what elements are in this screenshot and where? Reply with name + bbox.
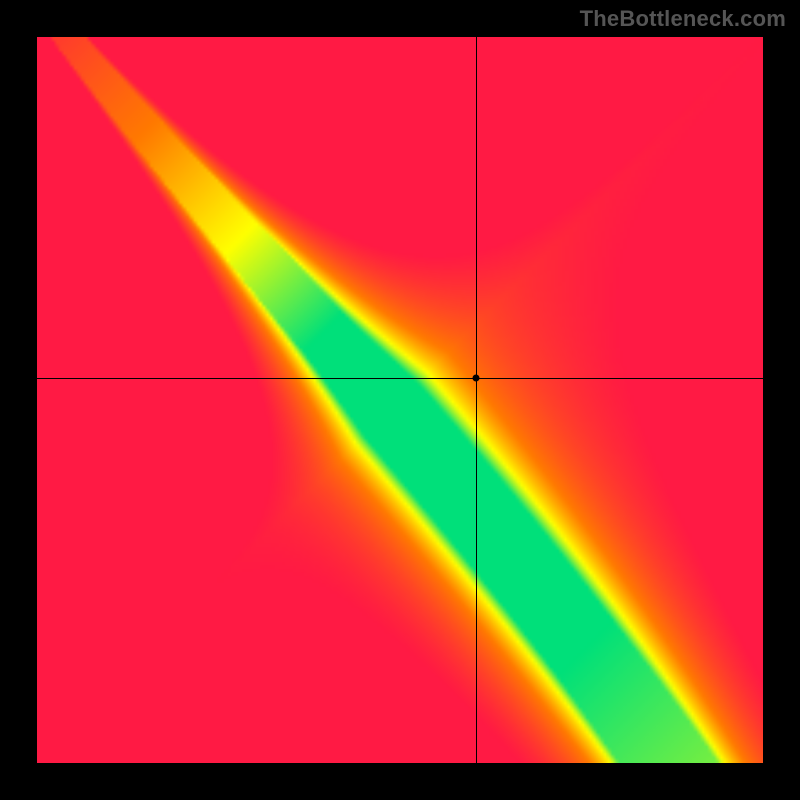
crosshair-dot	[473, 375, 480, 382]
watermark-text: TheBottleneck.com	[580, 6, 786, 32]
figure-root: TheBottleneck.com	[0, 0, 800, 800]
crosshair-horizontal	[37, 378, 763, 379]
heatmap-canvas	[37, 37, 763, 763]
plot-area	[37, 37, 763, 763]
crosshair-vertical	[476, 37, 477, 763]
